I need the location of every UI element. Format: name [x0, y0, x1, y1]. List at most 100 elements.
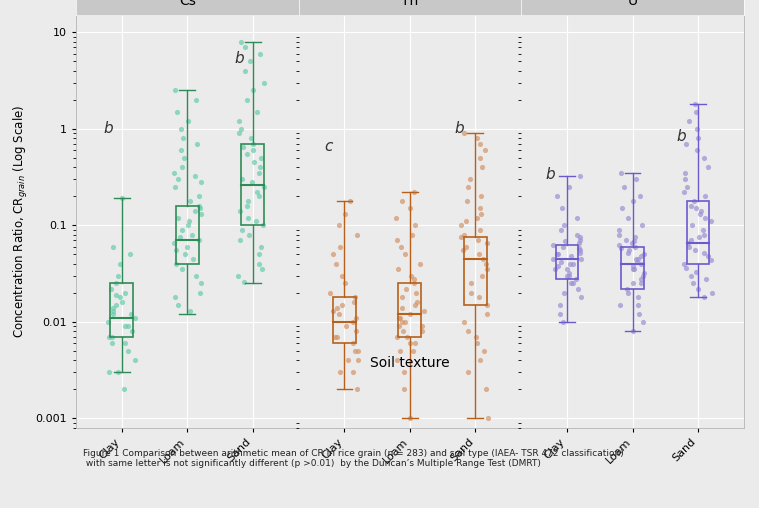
Point — [401, 333, 413, 341]
Text: a: a — [585, 135, 594, 150]
Bar — [110, 283, 133, 337]
Point — [241, 202, 254, 210]
Point — [194, 192, 206, 200]
Point — [176, 226, 188, 234]
Point — [339, 279, 351, 288]
Point — [235, 236, 247, 244]
Point — [571, 231, 583, 239]
Point — [561, 272, 573, 280]
Point — [690, 204, 702, 212]
Point — [400, 284, 412, 293]
Point — [244, 134, 257, 142]
Point — [233, 129, 245, 137]
Point — [481, 414, 493, 422]
Point — [701, 252, 713, 260]
Point — [694, 210, 706, 218]
Point — [408, 274, 420, 282]
Point — [558, 221, 570, 229]
Point — [458, 129, 470, 137]
Point — [235, 38, 247, 46]
Point — [550, 265, 562, 273]
Point — [118, 322, 131, 330]
Point — [681, 183, 693, 191]
Point — [405, 272, 417, 280]
Point — [557, 243, 569, 251]
Point — [698, 248, 710, 257]
Point — [632, 255, 644, 263]
Point — [698, 293, 710, 301]
Point — [396, 293, 408, 301]
Point — [687, 279, 699, 288]
Point — [685, 202, 697, 210]
Point — [615, 244, 627, 252]
Point — [175, 233, 187, 241]
Text: a: a — [366, 10, 375, 24]
Point — [414, 260, 426, 268]
Point — [459, 217, 471, 226]
Point — [573, 244, 585, 252]
Point — [547, 241, 559, 249]
Point — [613, 231, 625, 239]
Point — [404, 339, 416, 347]
Point — [250, 217, 263, 226]
Point — [334, 243, 346, 251]
Point — [333, 310, 345, 318]
Point — [333, 221, 345, 229]
Point — [254, 154, 266, 162]
Point — [461, 183, 474, 191]
Point — [461, 327, 474, 335]
Point — [391, 333, 403, 341]
Point — [465, 279, 477, 288]
Point — [184, 307, 197, 315]
Point — [330, 304, 342, 312]
Point — [613, 226, 625, 234]
Point — [327, 250, 339, 259]
Point — [638, 250, 650, 259]
Point — [331, 333, 343, 341]
Point — [241, 96, 254, 104]
Point — [575, 236, 587, 244]
Point — [194, 279, 206, 288]
Point — [124, 250, 136, 259]
Point — [619, 183, 631, 191]
Point — [235, 226, 247, 234]
Point — [190, 272, 202, 280]
Point — [243, 231, 255, 239]
Point — [682, 117, 694, 125]
Point — [172, 213, 184, 221]
Point — [168, 293, 181, 301]
Point — [575, 255, 587, 263]
Point — [480, 301, 493, 309]
Point — [239, 67, 251, 75]
Point — [465, 289, 477, 297]
Point — [625, 239, 638, 247]
Point — [176, 163, 188, 171]
Point — [339, 322, 351, 330]
Point — [616, 204, 628, 212]
Point — [474, 154, 486, 162]
Point — [465, 175, 477, 183]
Point — [615, 169, 627, 177]
Point — [172, 175, 184, 183]
Point — [680, 140, 692, 148]
Point — [257, 221, 269, 229]
Point — [169, 183, 181, 191]
Point — [685, 272, 698, 280]
Point — [125, 310, 137, 318]
Point — [110, 279, 122, 288]
Point — [554, 310, 566, 318]
Point — [628, 265, 640, 273]
Point — [458, 231, 470, 239]
Y-axis label: Concentration Ratio, CR$_{grain}$ (Log Scale): Concentration Ratio, CR$_{grain}$ (Log S… — [11, 105, 30, 338]
Point — [119, 289, 131, 297]
Point — [349, 347, 361, 355]
Point — [237, 143, 249, 151]
Point — [473, 293, 485, 301]
Point — [107, 310, 119, 318]
Point — [168, 169, 180, 177]
Point — [336, 272, 348, 280]
Point — [106, 339, 118, 347]
Point — [682, 243, 694, 251]
Point — [189, 172, 201, 180]
Point — [102, 368, 115, 376]
